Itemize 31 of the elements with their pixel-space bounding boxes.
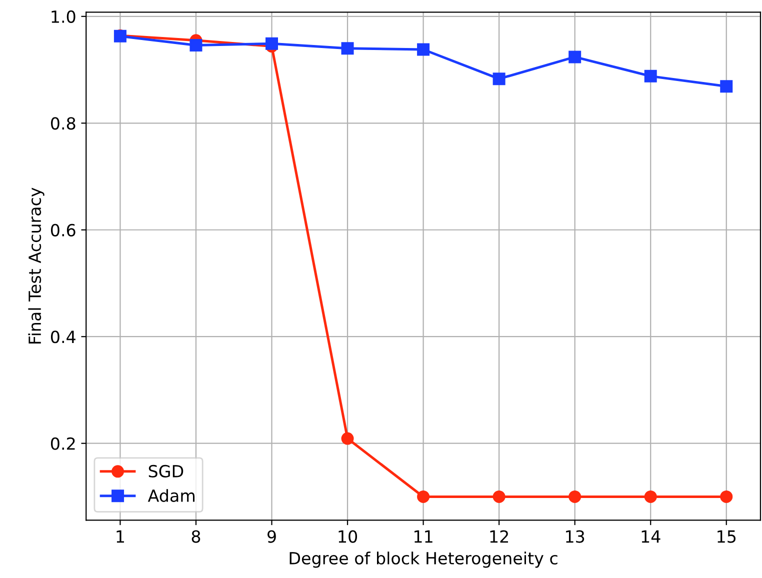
x-tick-label: 11 — [414, 530, 432, 543]
point — [417, 43, 430, 56]
point — [644, 490, 657, 503]
point — [492, 72, 506, 86]
x-tick-label: 8 — [192, 530, 200, 543]
y-axis-title: Final Test Accuracy — [28, 188, 44, 344]
point — [568, 490, 582, 503]
point — [341, 432, 354, 445]
x-axis-title: Degree of block Heterogeneity c — [290, 552, 558, 568]
x-tick-label: 9 — [267, 530, 276, 543]
x-tick-label: 1 — [116, 530, 124, 543]
point — [720, 80, 733, 93]
x-tick-label: 14 — [642, 530, 660, 543]
x-tick-label: 13 — [566, 530, 584, 543]
point — [644, 70, 657, 82]
legend-label: SGD — [148, 464, 184, 478]
y-tick-label: 0.8 — [50, 117, 76, 130]
legend-label: Adam — [148, 489, 194, 502]
point — [417, 490, 430, 503]
point — [492, 490, 506, 503]
point — [190, 38, 202, 52]
point — [568, 50, 582, 64]
y-tick-label: 0.2 — [50, 437, 75, 450]
x-tick-label: 15 — [718, 530, 736, 543]
point — [720, 490, 733, 503]
y-tick-label: 0.6 — [50, 224, 76, 236]
x-tick-label: 12 — [490, 530, 508, 543]
point — [341, 42, 354, 55]
x-tick-label: 10 — [338, 530, 358, 543]
y-tick-label: 0.4 — [50, 330, 76, 344]
y-tick-label: 1.0 — [52, 10, 76, 23]
